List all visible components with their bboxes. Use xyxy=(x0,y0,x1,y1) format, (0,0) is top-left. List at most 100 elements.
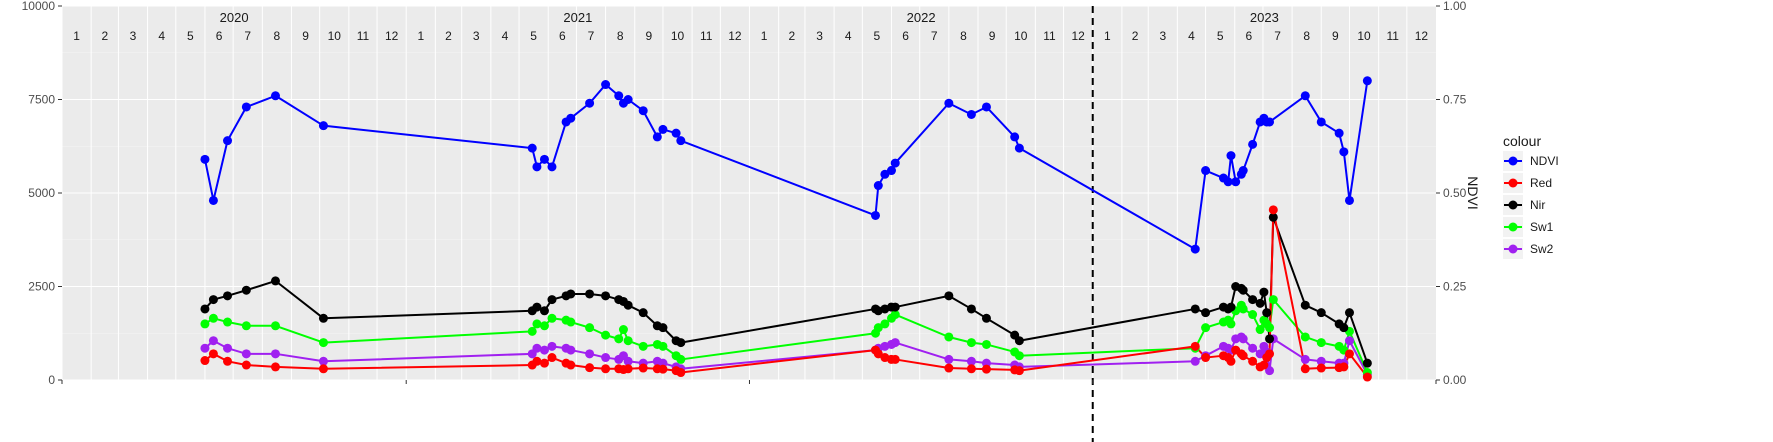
data-point-red xyxy=(585,363,595,373)
data-point-sw1 xyxy=(873,323,883,333)
data-point-sw2 xyxy=(1300,354,1310,364)
data-point-ndvi xyxy=(1362,76,1372,86)
data-point-ndvi xyxy=(1265,117,1275,127)
left-tick-label: 0 xyxy=(48,373,55,387)
month-label: 10 xyxy=(328,29,342,43)
data-point-ndvi xyxy=(527,143,537,153)
data-point-ndvi xyxy=(671,128,681,138)
data-point-red xyxy=(623,364,633,374)
month-label: 12 xyxy=(1071,29,1085,43)
series-points xyxy=(200,76,1372,382)
data-point-nir xyxy=(1268,212,1278,222)
data-point-red xyxy=(532,356,542,366)
data-point-red xyxy=(676,368,686,378)
right-tick-label: 0.75 xyxy=(1443,93,1467,107)
data-point-sw1 xyxy=(1316,338,1326,348)
points-sw1 xyxy=(200,295,1372,378)
data-point-ndvi xyxy=(566,113,576,123)
data-point-nir xyxy=(1316,308,1326,318)
data-point-sw2 xyxy=(585,349,595,359)
data-point-sw2 xyxy=(318,356,328,366)
data-point-red xyxy=(1190,341,1200,351)
month-label: 6 xyxy=(216,29,223,43)
data-point-ndvi xyxy=(1316,117,1326,127)
data-point-red xyxy=(1226,356,1236,366)
data-point-red xyxy=(1014,366,1024,376)
data-point-ndvi xyxy=(1344,195,1354,205)
month-label: 3 xyxy=(1159,29,1166,43)
data-point-ndvi xyxy=(966,109,976,119)
data-point-nir xyxy=(200,304,210,314)
data-point-ndvi xyxy=(676,136,686,146)
data-point-red xyxy=(601,364,611,374)
month-label: 6 xyxy=(559,29,566,43)
data-point-red xyxy=(1362,372,1372,382)
data-point-sw2 xyxy=(1238,334,1248,344)
data-point-nir xyxy=(1265,334,1275,344)
data-point-sw2 xyxy=(1316,356,1326,366)
data-point-sw2 xyxy=(944,354,954,364)
data-point-ndvi xyxy=(1334,128,1344,138)
month-label: 12 xyxy=(1415,29,1429,43)
data-point-nir xyxy=(566,289,576,299)
right-tick-label: 0.00 xyxy=(1443,373,1467,387)
data-point-red xyxy=(873,349,883,359)
data-point-nir xyxy=(1339,323,1349,333)
data-point-red xyxy=(1344,349,1354,359)
data-point-sw1 xyxy=(585,323,595,333)
data-point-sw2 xyxy=(547,341,557,351)
data-point-ndvi xyxy=(652,132,662,142)
data-point-nir xyxy=(676,338,686,348)
data-point-nir xyxy=(1255,298,1265,308)
month-label: 11 xyxy=(1387,29,1400,43)
data-point-ndvi xyxy=(1238,166,1248,176)
data-point-ndvi xyxy=(638,106,648,116)
data-point-ndvi xyxy=(241,102,251,112)
right-tick-label: 0.25 xyxy=(1443,280,1467,294)
data-point-nir xyxy=(1014,336,1024,346)
data-point-sw1 xyxy=(623,336,633,346)
data-point-sw2 xyxy=(539,345,549,355)
month-label: 6 xyxy=(1246,29,1253,43)
data-point-sw1 xyxy=(1248,310,1258,320)
data-point-nir xyxy=(638,308,648,318)
data-point-ndvi xyxy=(890,158,900,168)
month-label: 10 xyxy=(1014,29,1028,43)
data-point-red xyxy=(1268,205,1278,215)
data-point-ndvi xyxy=(614,91,624,101)
data-point-ndvi xyxy=(200,154,210,164)
data-point-sw1 xyxy=(241,321,251,331)
month-label: 7 xyxy=(1274,29,1281,43)
data-point-ndvi xyxy=(870,210,880,220)
data-point-nir xyxy=(1238,285,1248,295)
left-tick-label: 7500 xyxy=(28,93,55,107)
month-label: 2 xyxy=(788,29,795,43)
month-label: 1 xyxy=(761,29,768,43)
data-point-nir xyxy=(623,300,633,310)
month-label: 4 xyxy=(845,29,852,43)
data-point-sw2 xyxy=(601,353,611,363)
month-label: 8 xyxy=(274,29,281,43)
month-label: 5 xyxy=(187,29,194,43)
data-point-sw2 xyxy=(623,356,633,366)
year-labels: 2020 2021 2022 2023 xyxy=(220,10,1279,25)
data-point-ndvi xyxy=(1010,132,1020,142)
month-label: 4 xyxy=(158,29,165,43)
year-label: 2020 xyxy=(220,10,249,25)
data-point-ndvi xyxy=(1014,143,1024,153)
data-point-red xyxy=(318,364,328,374)
data-point-nir xyxy=(981,313,991,323)
data-point-nir xyxy=(944,291,954,301)
month-label: 2 xyxy=(101,29,108,43)
month-label: 5 xyxy=(1217,29,1224,43)
data-point-sw1 xyxy=(1226,319,1236,329)
data-point-ndvi xyxy=(1226,151,1236,161)
data-point-nir xyxy=(1226,302,1236,312)
data-point-nir xyxy=(1248,295,1258,305)
legend: colour NDVI Red Nir Sw1 Sw2 xyxy=(1503,133,1559,259)
data-point-sw1 xyxy=(527,326,537,336)
data-point-sw1 xyxy=(1300,332,1310,342)
left-y-axis: 0 2500 5000 7500 10000 xyxy=(22,0,62,387)
data-point-sw1 xyxy=(566,317,576,327)
data-point-sw1 xyxy=(1255,325,1265,335)
